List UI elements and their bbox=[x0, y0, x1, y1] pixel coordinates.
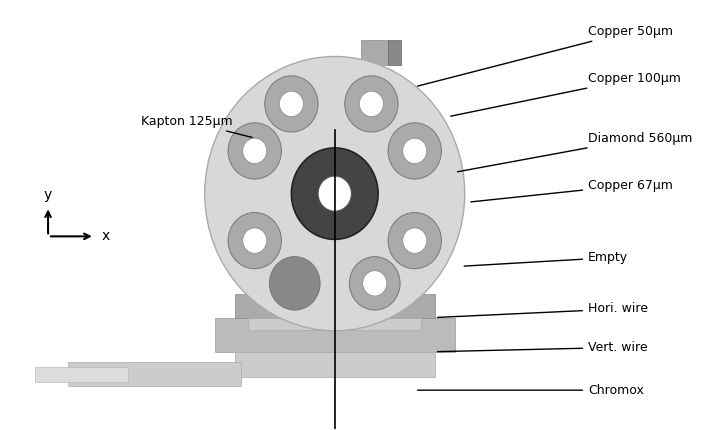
Ellipse shape bbox=[270, 257, 320, 310]
Ellipse shape bbox=[205, 56, 464, 331]
Text: x: x bbox=[101, 229, 110, 243]
Ellipse shape bbox=[388, 123, 441, 179]
Ellipse shape bbox=[243, 138, 267, 163]
Ellipse shape bbox=[388, 212, 441, 269]
FancyBboxPatch shape bbox=[388, 40, 401, 65]
FancyBboxPatch shape bbox=[361, 40, 388, 65]
Ellipse shape bbox=[360, 91, 384, 117]
FancyBboxPatch shape bbox=[248, 317, 421, 330]
Text: Diamond 560μm: Diamond 560μm bbox=[457, 132, 692, 172]
Text: Hori. wire: Hori. wire bbox=[438, 302, 648, 317]
Ellipse shape bbox=[280, 91, 304, 117]
Ellipse shape bbox=[345, 76, 398, 132]
Ellipse shape bbox=[265, 76, 318, 132]
Ellipse shape bbox=[228, 212, 281, 269]
Ellipse shape bbox=[350, 257, 400, 310]
FancyBboxPatch shape bbox=[215, 317, 455, 352]
FancyBboxPatch shape bbox=[235, 294, 435, 317]
Text: Chromox: Chromox bbox=[418, 384, 644, 396]
Ellipse shape bbox=[403, 228, 427, 253]
Ellipse shape bbox=[318, 176, 351, 211]
Ellipse shape bbox=[362, 271, 387, 296]
Text: y: y bbox=[44, 188, 52, 202]
Text: Empty: Empty bbox=[464, 251, 628, 266]
Ellipse shape bbox=[243, 228, 267, 253]
Text: Kapton 125μm: Kapton 125μm bbox=[142, 114, 252, 138]
Text: Vert. wire: Vert. wire bbox=[438, 341, 648, 354]
FancyBboxPatch shape bbox=[248, 281, 315, 296]
Text: Copper 67μm: Copper 67μm bbox=[471, 178, 673, 202]
Ellipse shape bbox=[228, 123, 281, 179]
Text: Copper 100μm: Copper 100μm bbox=[451, 72, 681, 116]
FancyBboxPatch shape bbox=[235, 352, 435, 378]
Text: Copper 50μm: Copper 50μm bbox=[418, 25, 673, 86]
Ellipse shape bbox=[403, 138, 427, 163]
FancyBboxPatch shape bbox=[35, 367, 128, 381]
FancyBboxPatch shape bbox=[68, 362, 241, 386]
Ellipse shape bbox=[292, 148, 378, 240]
